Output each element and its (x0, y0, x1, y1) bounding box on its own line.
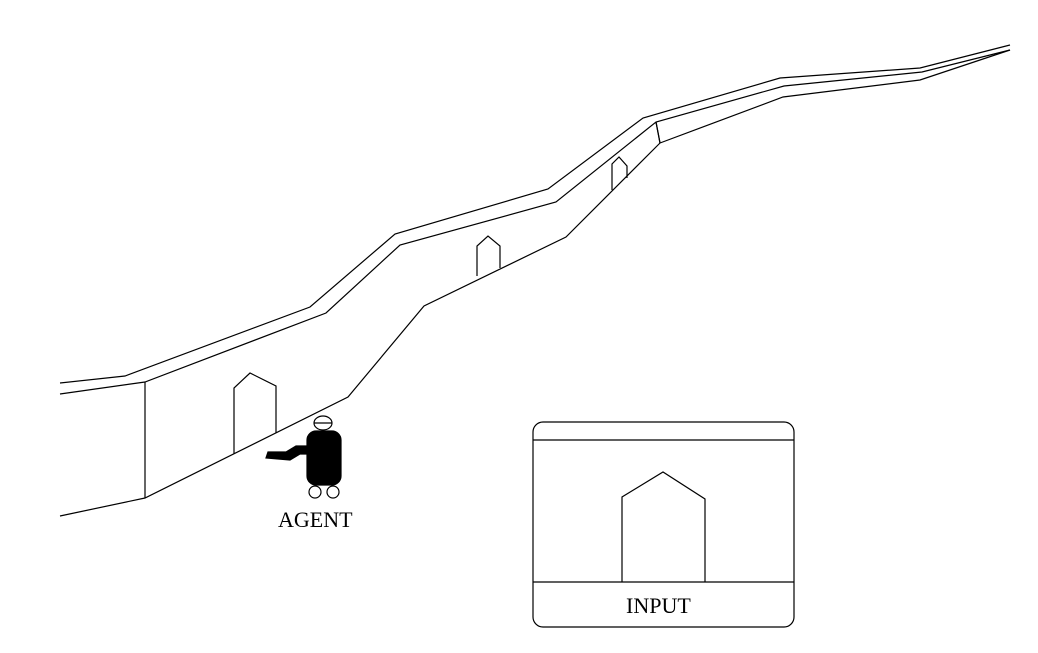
agent-body (306, 430, 342, 486)
input-panel-frame (532, 421, 795, 628)
corridor (59, 44, 1011, 517)
input-label: INPUT (626, 593, 691, 618)
agent-arm (265, 445, 313, 461)
corridor-wall-top-edge (655, 49, 1011, 144)
corridor-top-edge (59, 44, 1011, 384)
corridor-ledge-edge (59, 49, 1011, 395)
agent-figure: AGENT (265, 415, 353, 532)
door-2 (476, 235, 501, 276)
agent-wheel-left (308, 485, 322, 499)
input-view-panel: INPUT (532, 421, 795, 628)
door-3 (611, 156, 628, 190)
door-1 (233, 372, 277, 454)
doors (233, 156, 628, 454)
corridor-floor-edge (59, 142, 661, 517)
agent-label: AGENT (278, 507, 353, 532)
agent-wheel-right (326, 485, 340, 499)
corridor-mid-wall (655, 121, 661, 144)
door-4 (621, 471, 706, 582)
